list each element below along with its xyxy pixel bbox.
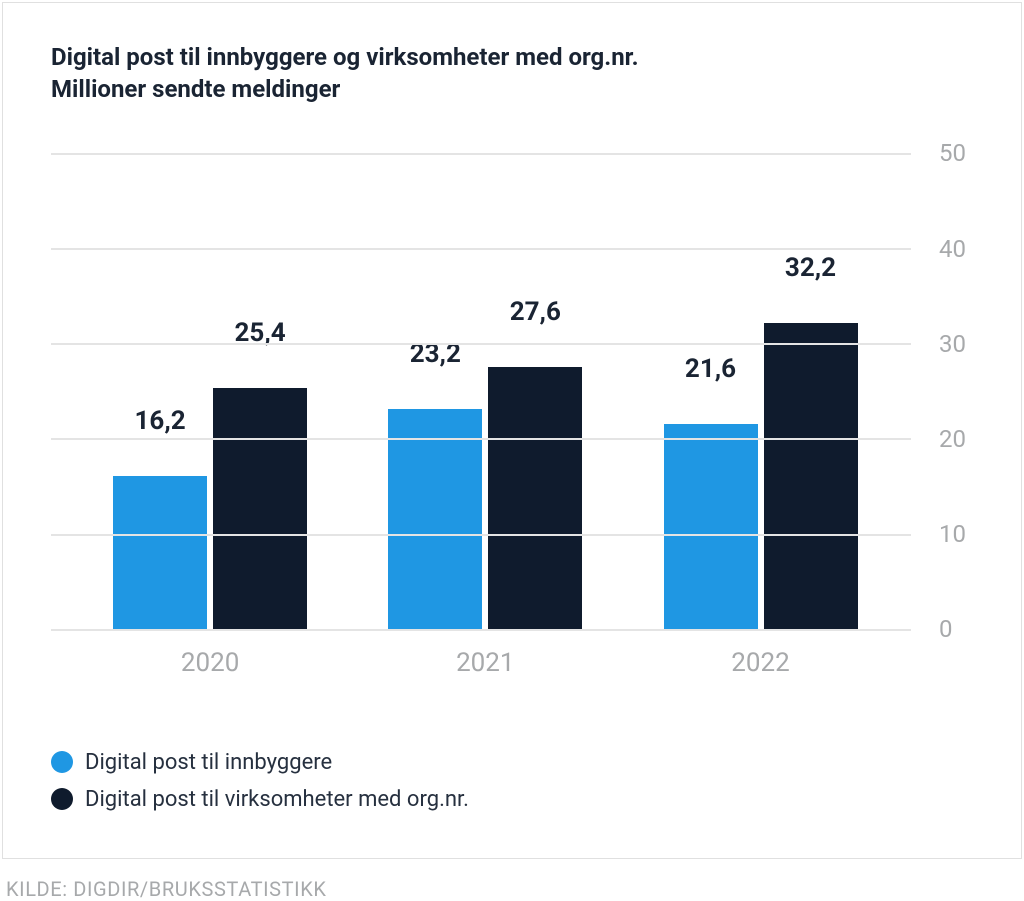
x-tick-label: 2020 bbox=[181, 648, 239, 678]
y-tick-label: 10 bbox=[939, 520, 966, 548]
legend-swatch bbox=[51, 751, 73, 773]
grid-line bbox=[51, 248, 911, 250]
x-tick-label: 2021 bbox=[456, 648, 514, 678]
bar bbox=[113, 476, 207, 630]
y-tick-label: 50 bbox=[939, 139, 966, 167]
y-tick-label: 30 bbox=[939, 330, 966, 358]
chart-title-line2: Millioner sendte meldinger bbox=[51, 73, 973, 105]
grid-line bbox=[51, 534, 911, 536]
bar bbox=[764, 323, 858, 630]
y-tick-label: 20 bbox=[939, 425, 966, 453]
plot: 16,225,423,227,621,632,2 01020304050 bbox=[51, 154, 911, 630]
x-axis-labels: 2020 2021 2022 bbox=[51, 630, 911, 680]
grid-line bbox=[51, 343, 911, 345]
grid-line bbox=[51, 153, 911, 155]
bar bbox=[388, 409, 482, 630]
grid-line bbox=[51, 438, 911, 440]
legend-swatch bbox=[51, 788, 73, 810]
bar-value-label: 21,6 bbox=[685, 354, 736, 384]
chart-title: Digital post til innbyggere og virksomhe… bbox=[51, 41, 973, 106]
chart-area: 16,225,423,227,621,632,2 01020304050 202… bbox=[51, 154, 973, 680]
legend-label: Digital post til virksomheter med org.nr… bbox=[85, 787, 469, 812]
bar-value-label: 16,2 bbox=[135, 406, 186, 436]
bar-value-label: 32,2 bbox=[785, 253, 836, 283]
chart-card: Digital post til innbyggere og virksomhe… bbox=[2, 2, 1022, 859]
source-text: KILDE: DIGDIR/BRUKSSTATISTIKK bbox=[6, 877, 1024, 901]
legend-item: Digital post til innbyggere bbox=[51, 750, 973, 775]
legend: Digital post til innbyggere Digital post … bbox=[51, 750, 973, 812]
legend-item: Digital post til virksomheter med org.nr… bbox=[51, 787, 973, 812]
y-tick-label: 40 bbox=[939, 235, 966, 263]
bar-value-label: 27,6 bbox=[510, 297, 561, 327]
y-tick-label: 0 bbox=[939, 615, 953, 643]
x-tick-label: 2022 bbox=[731, 648, 789, 678]
legend-label: Digital post til innbyggere bbox=[85, 750, 332, 775]
bar bbox=[488, 367, 582, 630]
chart-title-line1: Digital post til innbyggere og virksomhe… bbox=[51, 41, 973, 73]
bar bbox=[213, 388, 307, 630]
bars-layer: 16,225,423,227,621,632,2 bbox=[51, 154, 911, 630]
bar bbox=[664, 424, 758, 630]
